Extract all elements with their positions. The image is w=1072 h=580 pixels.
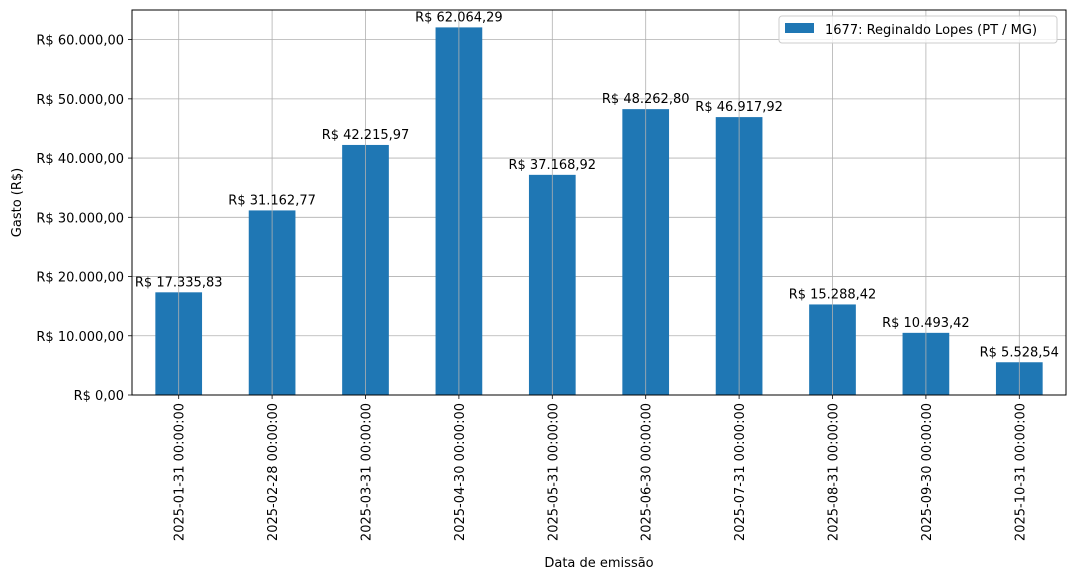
plot-frame <box>131 9 1067 396</box>
x-tick-label: 2025-09-30 00:00:00 <box>920 403 935 541</box>
y-tick-label: R$ 40.000,00 <box>36 152 124 167</box>
bar-value-label: R$ 5.528,54 <box>980 345 1059 360</box>
y-tick-label: R$ 20.000,00 <box>36 271 124 286</box>
x-grid-lines <box>178 10 1020 395</box>
bar-value-label: R$ 62.064,29 <box>415 10 503 25</box>
x-tick-label: 2025-05-31 00:00:00 <box>546 403 561 541</box>
y-tick-label: R$ 0,00 <box>74 389 124 404</box>
y-ticks: R$ 0,00 R$ 10.000,00 R$ 20.000,00 R$ 30.000… <box>36 34 132 404</box>
x-tick-label: 2025-01-31 00:00:00 <box>173 403 188 541</box>
bar-value-label: R$ 46.917,92 <box>695 100 783 115</box>
bars <box>155 27 1043 396</box>
x-tick-label: 2025-07-31 00:00:00 <box>733 403 748 541</box>
bar-value-label: R$ 31.162,77 <box>228 193 316 208</box>
x-axis-title: Data de emissão <box>544 556 653 571</box>
legend: 1677: Reginaldo Lopes (PT / MG) <box>778 15 1058 44</box>
x-tick-label: 2025-06-30 00:00:00 <box>640 403 655 541</box>
bar-value-label: R$ 10.493,42 <box>882 316 970 331</box>
bar-value-label: R$ 15.288,42 <box>789 287 877 302</box>
legend-box <box>778 15 1058 44</box>
bar-value-label: R$ 37.168,92 <box>508 158 596 173</box>
legend-swatch <box>785 23 814 33</box>
y-tick-label: R$ 30.000,00 <box>36 211 124 226</box>
x-ticks: 2025-01-31 00:00:00 2025-02-28 00:00:00 20… <box>173 395 1028 541</box>
y-tick-label: R$ 10.000,00 <box>36 330 124 345</box>
y-tick-label: R$ 60.000,00 <box>36 34 124 49</box>
x-tick-label: 2025-04-30 00:00:00 <box>453 403 468 541</box>
bar-labels: R$ 17.335,83 R$ 31.162,77 R$ 42.215,97 R$ 6… <box>135 10 1059 360</box>
x-tick-label: 2025-10-31 00:00:00 <box>1013 403 1028 541</box>
x-tick-label: 2025-03-31 00:00:00 <box>360 403 375 541</box>
bar-value-label: R$ 42.215,97 <box>322 128 410 143</box>
legend-entry-label: 1677: Reginaldo Lopes (PT / MG) <box>825 23 1037 38</box>
x-tick-label: 2025-08-31 00:00:00 <box>827 403 842 541</box>
bar-value-label: R$ 17.335,83 <box>135 275 223 290</box>
bar-value-label: R$ 48.262,80 <box>602 92 690 107</box>
x-tick-label: 2025-02-28 00:00:00 <box>266 403 281 541</box>
y-tick-label: R$ 50.000,00 <box>36 93 124 108</box>
y-axis-title: Gasto (R$) <box>10 168 25 237</box>
